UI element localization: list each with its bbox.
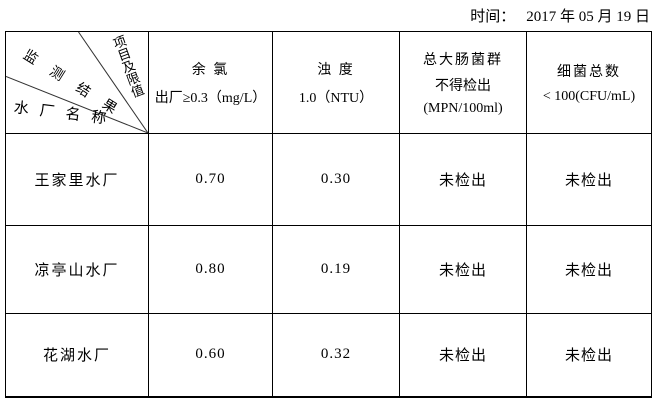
column-header-turbidity: 浊 度 1.0（NTU） bbox=[272, 31, 400, 134]
value-cell: 未检出 bbox=[399, 313, 527, 397]
value-cell: 未检出 bbox=[526, 313, 652, 397]
value-cell: 0.30 bbox=[272, 133, 400, 226]
diagonal-header-cell: 项目及限值 监测结果 水厂名称 bbox=[5, 31, 149, 134]
table-row: 花湖水厂 0.60 0.32 未检出 未检出 bbox=[5, 313, 652, 397]
plant-name-cell: 王家里水厂 bbox=[5, 133, 149, 226]
value-cell: 未检出 bbox=[526, 225, 652, 314]
column-header-title: 细菌总数 bbox=[557, 64, 621, 80]
table-row: 王家里水厂 0.70 0.30 未检出 未检出 bbox=[5, 133, 652, 226]
column-header-unit: (MPN/100ml) bbox=[423, 100, 503, 116]
value-cell: 未检出 bbox=[399, 133, 527, 226]
plant-name-cell: 花湖水厂 bbox=[5, 313, 149, 397]
value-cell: 未检出 bbox=[399, 225, 527, 314]
column-header-title: 浊 度 bbox=[317, 62, 355, 78]
value-cell: 0.60 bbox=[148, 313, 273, 397]
column-header-bacteria-count: 细菌总数 < 100(CFU/mL) bbox=[526, 31, 652, 134]
water-quality-table: 项目及限值 监测结果 水厂名称 余 氯 出厂≥0.3（mg/L） 浊 度 1.0… bbox=[5, 31, 652, 398]
column-header-residual-chlorine: 余 氯 出厂≥0.3（mg/L） bbox=[148, 31, 273, 134]
report-date: 时间： 2017 年 05 月 19 日 bbox=[470, 5, 650, 26]
column-header-limit: 1.0（NTU） bbox=[298, 90, 374, 106]
column-header-limit: 不得检出 bbox=[435, 78, 491, 94]
value-cell: 0.80 bbox=[148, 225, 273, 314]
header-row: 项目及限值 监测结果 水厂名称 余 氯 出厂≥0.3（mg/L） 浊 度 1.0… bbox=[5, 31, 652, 134]
report-date-value: 2017 年 05 月 19 日 bbox=[526, 9, 650, 25]
column-header-limit: 出厂≥0.3（mg/L） bbox=[154, 90, 267, 106]
plant-name-cell: 凉亭山水厂 bbox=[5, 225, 149, 314]
column-header-total-coliform: 总大肠菌群 不得检出 (MPN/100ml) bbox=[399, 31, 527, 134]
column-header-title: 余 氯 bbox=[191, 62, 230, 78]
value-cell: 未检出 bbox=[526, 133, 652, 226]
value-cell: 0.32 bbox=[272, 313, 400, 397]
value-cell: 0.19 bbox=[272, 225, 400, 314]
diagonal-divider-lines bbox=[6, 32, 148, 133]
column-header-title: 总大肠菌群 bbox=[423, 52, 503, 68]
value-cell: 0.70 bbox=[148, 133, 273, 226]
report-date-label: 时间： bbox=[470, 9, 516, 25]
table-row: 凉亭山水厂 0.80 0.19 未检出 未检出 bbox=[5, 225, 652, 314]
column-header-limit: < 100(CFU/mL) bbox=[542, 88, 636, 104]
